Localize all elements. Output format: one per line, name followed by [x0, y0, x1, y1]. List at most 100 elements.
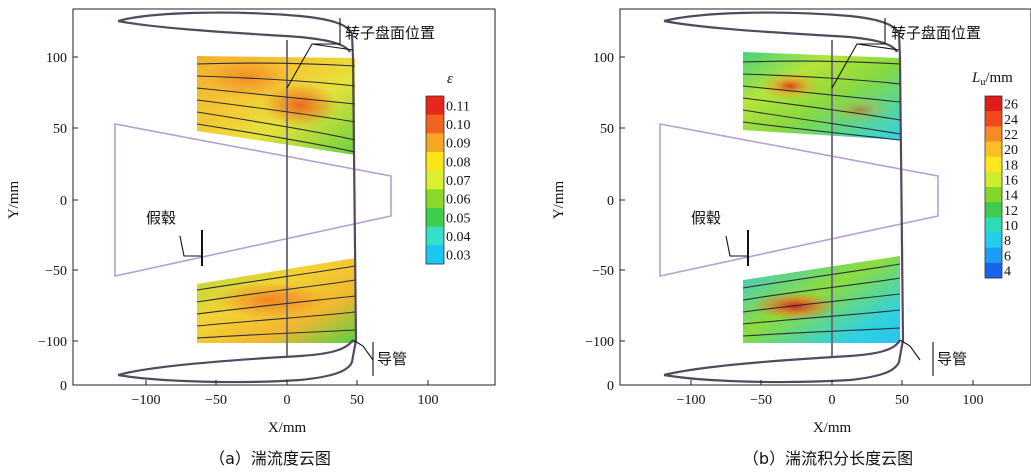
y-tick-label: 50: [53, 122, 67, 137]
colorbar-tick-label: 0.10: [446, 118, 471, 133]
streamlines: [742, 60, 901, 337]
colorbar-tick-label: 0.06: [446, 193, 471, 208]
colorbar-swatch: [426, 133, 444, 153]
colorbar-swatch: [985, 202, 1002, 218]
duct-wall: [117, 11, 358, 341]
contour-hotspot: [760, 72, 820, 100]
contour-region-upper: [743, 52, 900, 140]
y-axis-label: Y/mm: [551, 181, 567, 220]
colorbar-tick-label: 22: [1004, 128, 1018, 143]
colorbar-tick-label: 0.08: [446, 155, 471, 170]
colorbar-tick-label: 26: [1004, 98, 1018, 113]
hub-outline: [659, 123, 939, 277]
colorbar-swatch: [426, 208, 444, 227]
y-tick-label: −50: [45, 264, 67, 279]
hub-outline: [114, 123, 392, 277]
annotation-leader: [286, 18, 341, 89]
colorbar: 0.11 0.10 0.09 0.08 0.07 0.06 0.05 0.04 0.03: [425, 95, 471, 265]
contour-hotspot: [215, 282, 325, 318]
streamlines: [196, 62, 356, 339]
x-tick-label: −50: [205, 393, 227, 408]
colorbar-tick-label: 20: [1004, 143, 1018, 158]
axis-ticks: −100 −50 0 50 100 100 50 0 −50 −100 0: [38, 51, 438, 408]
annotation-leader: [899, 339, 921, 361]
hub-label: 假毂: [146, 209, 176, 227]
y-tick-label: 0: [607, 194, 614, 209]
x-axis-label: X/mm: [813, 420, 852, 436]
colorbar-frame: [425, 95, 445, 265]
colorbar-tick-label: 0.03: [446, 249, 471, 264]
y-axis-label: Y/mm: [6, 181, 22, 220]
panel-caption: （a）湍流度云图: [209, 449, 331, 468]
x-tick-label: 100: [418, 393, 439, 408]
colorbar-tick-label: 0.05: [446, 211, 471, 226]
duct-wall: [663, 339, 901, 377]
colorbar-title: Lu/mm: [971, 70, 1013, 88]
y-tick-label: 100: [593, 51, 614, 66]
colorbar-tick-label: 16: [1004, 173, 1018, 188]
x-tick-label: 50: [350, 393, 364, 408]
y-tick-label: 0: [607, 379, 614, 394]
colorbar-tick-label: 12: [1004, 204, 1018, 219]
plot-frame: [72, 8, 496, 386]
y-tick-label: 100: [46, 51, 67, 66]
colorbar-tick-label: 0.04: [446, 230, 471, 245]
y-tick-label: 0: [60, 194, 67, 209]
x-axis-label: X/mm: [268, 420, 307, 436]
colorbar-swatch: [985, 126, 1002, 142]
annotation-leader: [311, 43, 354, 51]
annotation-leader: [179, 235, 202, 257]
panel-caption: （b）湍流积分长度云图: [743, 449, 913, 468]
y-tick-label: 50: [600, 122, 614, 137]
annotation-leader: [352, 339, 374, 361]
axis-ticks: −100 −50 0 50 100 100 50 0 −50 −100 0: [585, 51, 983, 408]
x-tick-label: 50: [895, 393, 909, 408]
duct-wall: [117, 339, 358, 384]
colorbar-tick-label: 24: [1004, 113, 1018, 128]
y-tick-label: −100: [38, 335, 67, 350]
colorbar-tick-label: 0.09: [446, 137, 471, 152]
colorbar-tick-label: 0.07: [446, 174, 471, 189]
colorbar-swatch: [985, 217, 1002, 233]
y-tick-label: 0: [60, 379, 67, 394]
hub-label: 假毂: [691, 209, 721, 227]
annotation-leader: [831, 18, 886, 89]
plot-frame: [619, 8, 1031, 386]
annotation-leader: [725, 235, 748, 257]
colorbar-swatch: [985, 232, 1002, 248]
colorbar-swatch: [985, 187, 1002, 203]
rotor-label: 转子盘面位置: [891, 24, 981, 42]
colorbar-swatch: [985, 156, 1002, 173]
duct-wall: [117, 339, 354, 377]
colorbar-swatch: [426, 189, 444, 209]
x-tick-label: −100: [132, 393, 161, 408]
colorbar-swatch: [985, 171, 1002, 188]
duct-label: 导管: [937, 350, 967, 368]
duct-wall: [663, 19, 898, 53]
colorbar-swatch: [985, 247, 1002, 264]
colorbar-tick-label: 10: [1004, 219, 1018, 234]
colorbar-swatch: [985, 96, 1002, 112]
colorbar-frame: [984, 95, 1003, 279]
contour-hotspot: [830, 98, 890, 122]
colorbar-swatch: [985, 262, 1002, 279]
rotor-label: 转子盘面位置: [345, 24, 435, 42]
colorbar-swatch: [426, 226, 444, 246]
colorbar-swatch: [426, 245, 444, 265]
y-tick-label: −50: [592, 264, 614, 279]
duct-wall: [663, 339, 905, 384]
colorbar-swatch: [426, 96, 444, 115]
colorbar-tick-label: 4: [1004, 264, 1011, 279]
x-tick-label: 0: [284, 393, 291, 408]
x-tick-label: −50: [750, 393, 772, 408]
colorbar-title: ε: [447, 71, 453, 87]
y-tick-label: −100: [585, 335, 614, 350]
duct-wall: [117, 19, 351, 53]
duct-wall: [663, 11, 905, 341]
colorbar-swatch: [426, 170, 444, 190]
colorbar-tick-label: 14: [1004, 189, 1018, 204]
colorbar-tick-label: 18: [1004, 158, 1018, 173]
